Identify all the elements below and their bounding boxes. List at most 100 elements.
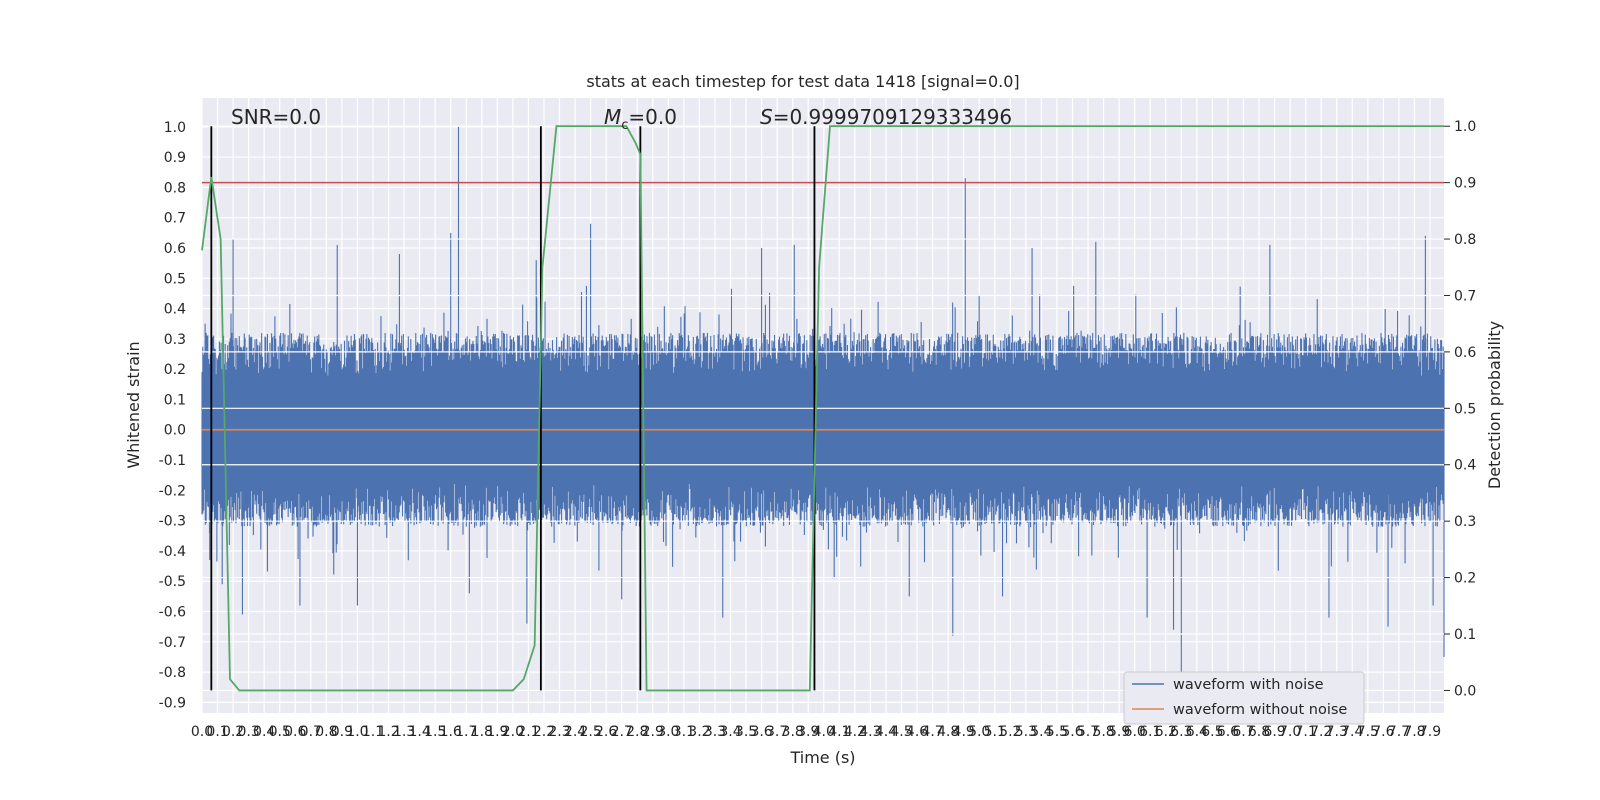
chart-title: stats at each timestep for test data 141…: [586, 72, 1019, 91]
x-tick-label: 5.2: [999, 724, 1021, 740]
y-left-tick-label: 0.7: [164, 211, 186, 227]
x-tick-label: 3.5: [735, 724, 757, 740]
y-right-tick-label: 0.0: [1454, 683, 1476, 699]
x-tick-label: 7.8: [1403, 724, 1425, 740]
y-right-tick-label: 0.4: [1454, 458, 1476, 474]
legend-label-noise: waveform with noise: [1173, 677, 1324, 693]
x-tick-label: 4.0: [813, 724, 835, 740]
x-tick-label: 7.6: [1372, 724, 1394, 740]
x-tick-label: 5.7: [1077, 724, 1099, 740]
x-tick-label: 5.8: [1092, 724, 1114, 740]
x-tick-label: 7.4: [1341, 724, 1363, 740]
chirp-mass-subscript: c: [621, 118, 628, 133]
x-tick-label: 5.0: [968, 724, 990, 740]
x-tick-label: 0.6: [284, 724, 306, 740]
x-axis-label: Time (s): [789, 748, 855, 767]
x-tick-label: 0.4: [253, 724, 275, 740]
y-left-tick-label: 0.0: [164, 423, 186, 439]
x-tick-label: 5.6: [1061, 724, 1083, 740]
y-left-tick-label: 0.6: [164, 241, 186, 257]
x-tick-label: 6.8: [1248, 724, 1270, 740]
score-annotation: S=0.9999709129333496: [760, 105, 1012, 129]
y-left-tick-label: 0.3: [164, 332, 186, 348]
x-tick-label: 1.8: [471, 724, 493, 740]
x-tick-label: 7.7: [1388, 724, 1410, 740]
legend: waveform with noise waveform without noi…: [1123, 671, 1365, 725]
y-right-tick-label: 0.7: [1454, 288, 1476, 304]
y-left-tick-label: -0.8: [159, 665, 186, 681]
x-tick-label: 4.7: [921, 724, 943, 740]
x-tick-labels: 0.00.10.20.30.40.50.60.70.80.91.01.11.21…: [191, 724, 1441, 740]
x-tick-label: 2.9: [642, 724, 664, 740]
x-tick-label: 7.2: [1310, 724, 1332, 740]
x-tick-label: 1.1: [362, 724, 384, 740]
x-tick-label: 6.3: [1170, 724, 1192, 740]
x-tick-label: 0.3: [238, 724, 260, 740]
x-tick-label: 5.4: [1030, 724, 1052, 740]
x-tick-label: 4.2: [844, 724, 866, 740]
x-tick-label: 3.4: [719, 724, 741, 740]
x-tick-label: 3.7: [766, 724, 788, 740]
y-left-tick-label: -0.4: [159, 544, 186, 560]
x-tick-label: 4.9: [953, 724, 975, 740]
x-tick-label: 0.5: [269, 724, 291, 740]
x-tick-label: 6.6: [1217, 724, 1239, 740]
y-left-tick-label: 0.2: [164, 362, 186, 378]
x-tick-label: 4.6: [906, 724, 928, 740]
y-right-tick-label: 0.1: [1454, 627, 1476, 643]
y-right-tick-label: 0.6: [1454, 345, 1476, 361]
x-tick-label: 4.4: [875, 724, 897, 740]
x-tick-label: 2.1: [517, 724, 539, 740]
x-tick-label: 1.7: [455, 724, 477, 740]
y-left-tick-labels: -0.9 -0.8 -0.7 -0.6 -0.5 -0.4 -0.3 -0.2 -0.1 0.0 0…: [159, 120, 186, 712]
y-left-tick-label: -0.3: [159, 514, 186, 530]
y-right-tick-labels: 0.0 0.1 0.2 0.3 0.4 0.5 0.6 0.7 0.8 0.9 1.0: [1444, 119, 1476, 699]
y-left-tick-label: -0.2: [159, 483, 186, 499]
y-left-tick-label: 0.8: [164, 180, 186, 196]
x-tick-label: 1.9: [486, 724, 508, 740]
x-tick-label: 7.3: [1326, 724, 1348, 740]
x-tick-label: 6.1: [1139, 724, 1161, 740]
x-tick-label: 5.9: [1108, 724, 1130, 740]
x-tick-label: 1.3: [393, 724, 415, 740]
y-right-tick-label: 0.3: [1454, 514, 1476, 530]
x-tick-label: 0.8: [315, 724, 337, 740]
x-tick-label: 6.7: [1232, 724, 1254, 740]
x-tick-label: 0.9: [331, 724, 353, 740]
y-left-tick-label: 0.9: [164, 150, 186, 166]
y-left-tick-label: -0.7: [159, 635, 186, 651]
x-tick-label: 3.3: [704, 724, 726, 740]
x-tick-label: 3.1: [673, 724, 695, 740]
x-tick-label: 2.3: [548, 724, 570, 740]
x-tick-label: 4.1: [828, 724, 850, 740]
x-tick-label: 2.5: [579, 724, 601, 740]
detection-probability-line: [201, 125, 1444, 692]
x-tick-label: 1.5: [424, 724, 446, 740]
x-tick-label: 0.1: [206, 724, 228, 740]
x-tick-label: 7.9: [1419, 724, 1441, 740]
y-right-tick-label: 0.5: [1454, 401, 1476, 417]
chirp-mass-annotation: Mc=0.0: [604, 105, 677, 133]
x-tick-label: 2.7: [611, 724, 633, 740]
legend-label-clean: waveform without noise: [1173, 702, 1347, 718]
x-tick-label: 3.0: [657, 724, 679, 740]
y-right-tick-label: 0.9: [1454, 176, 1476, 192]
legend-box: [1123, 671, 1365, 725]
y-left-tick-label: 0.1: [164, 392, 186, 408]
chart-lines: [201, 125, 1444, 692]
y-right-axis-label: Detection probability: [1485, 321, 1504, 489]
y-right-tick-label: 0.2: [1454, 571, 1476, 587]
x-tick-label: 5.3: [1015, 724, 1037, 740]
x-tick-label: 3.2: [688, 724, 710, 740]
chirp-mass-symbol: M: [604, 105, 621, 129]
x-tick-label: 0.2: [222, 724, 244, 740]
y-left-tick-label: 1.0: [164, 120, 186, 136]
x-tick-label: 1.0: [346, 724, 368, 740]
x-tick-label: 3.8: [782, 724, 804, 740]
snr-annotation: SNR=0.0: [231, 105, 321, 129]
x-tick-label: 6.9: [1263, 724, 1285, 740]
y-left-tick-label: -0.6: [159, 605, 186, 621]
x-tick-label: 5.1: [984, 724, 1006, 740]
x-tick-label: 6.2: [1155, 724, 1177, 740]
